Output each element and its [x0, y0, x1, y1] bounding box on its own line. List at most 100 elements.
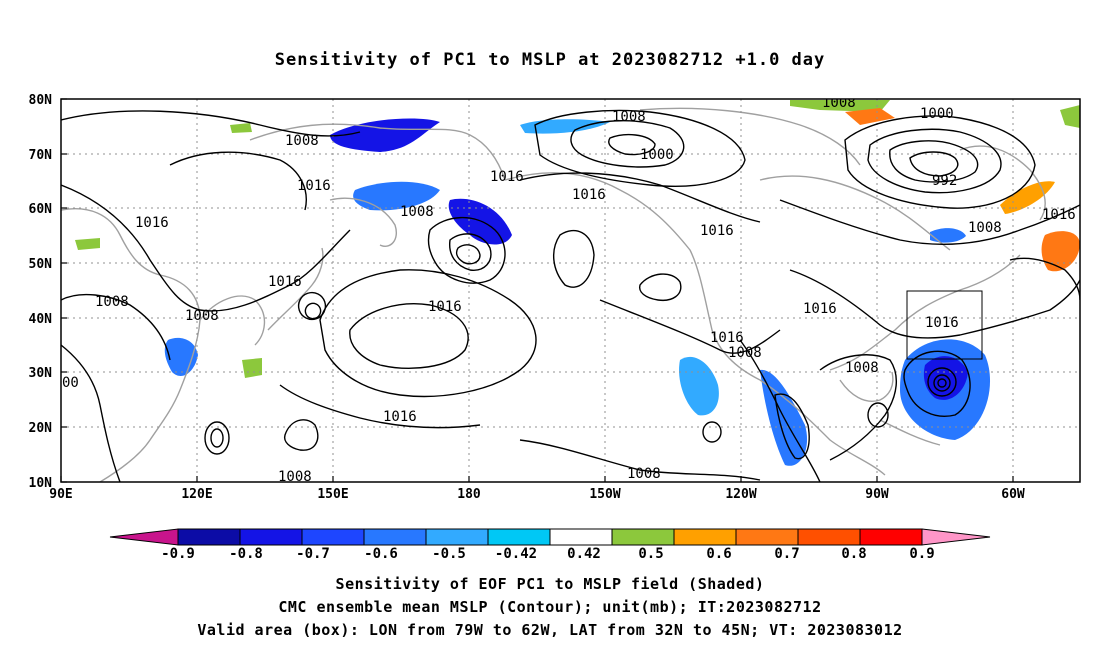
colorbar-tick-label: -0.9 [161, 546, 195, 562]
shade-positive-patch [75, 238, 100, 250]
shade-positive-patch [1000, 181, 1055, 214]
shade-positive-patch [230, 123, 252, 133]
isobar [169, 151, 307, 211]
valid-area-box [906, 290, 983, 360]
isobar [570, 120, 685, 168]
colorbar-tick-label: -0.7 [296, 546, 330, 562]
contour-label: 1008 [822, 95, 856, 111]
colorbar-box [363, 528, 427, 546]
lon-label: 180 [457, 487, 481, 502]
colorbar-tick-label: -0.8 [229, 546, 263, 562]
caption-valid-area: Valid area (box): LON from 79W to 62W, L… [197, 621, 903, 639]
lat-label: 30N [29, 366, 53, 381]
isobar [297, 291, 327, 321]
isobar [599, 299, 781, 354]
isobar [927, 367, 957, 397]
lon-label: 120W [725, 487, 756, 502]
contour-label: 1016 [268, 274, 302, 290]
colorbar-tick-label: -0.5 [432, 546, 466, 562]
kamchatka-coastline [329, 197, 397, 247]
contour-label: 1008 [627, 466, 661, 482]
colorbar-tick-label: 0.7 [774, 546, 799, 562]
shade-positive-patch [845, 108, 895, 125]
contour-label: 1008 [285, 133, 319, 149]
colorbar-box [549, 528, 613, 546]
isobar [789, 269, 1080, 339]
isobar [937, 378, 947, 388]
colorbar-tick-label: -0.42 [495, 546, 537, 562]
siberia-coastline [249, 123, 506, 181]
colorbar-box [673, 528, 737, 546]
contour-label: 1000 [640, 147, 674, 163]
colorbar-tick-label: 0.42 [567, 546, 601, 562]
contour-label: 1016 [297, 178, 331, 194]
isobar [608, 133, 656, 156]
contour-labels: 1008 1016 1008 1016 1016 1008 1016 1008 … [62, 95, 1076, 482]
isobar [61, 344, 121, 482]
contour-label: 1008 [968, 220, 1002, 236]
isobar [534, 109, 746, 187]
isobar [779, 199, 1080, 245]
north-america-west-coastline [504, 172, 761, 381]
contour-label: 1016 [1042, 207, 1076, 223]
contour-label: 1016 [710, 330, 744, 346]
shade-positive-patch [242, 358, 262, 378]
coastlines [61, 107, 1046, 482]
isobar [933, 374, 951, 392]
isobar [519, 172, 761, 223]
lon-label: 90E [49, 487, 72, 502]
shade-positive-patch [1041, 231, 1080, 272]
isobar [210, 428, 224, 448]
shade-negative-patch [448, 198, 512, 245]
colorbar-box [239, 528, 303, 546]
lat-label: 10N [29, 476, 53, 491]
contour-label: 1008 [400, 204, 434, 220]
isobar [455, 244, 481, 265]
isobar [553, 229, 595, 288]
gridlines [61, 99, 1080, 482]
lat-label: 60N [29, 202, 53, 217]
isobar [61, 184, 351, 312]
axis-ticks [60, 98, 1014, 483]
colorbar-box [859, 528, 923, 546]
isobar [739, 339, 821, 482]
isobar [349, 303, 469, 369]
colorbar-box [735, 528, 799, 546]
contour-label: 1016 [700, 223, 734, 239]
isobar [204, 421, 230, 455]
isobar [638, 273, 682, 302]
colorbar-over-triangle [921, 528, 991, 546]
isobar [1009, 257, 1080, 301]
contour-label: 1000 [920, 106, 954, 122]
colorbar-box [301, 528, 365, 546]
lon-label: 90W [865, 487, 889, 502]
colorbar-box [797, 528, 861, 546]
contour-label: 1008 [728, 345, 762, 361]
contour-label: 1016 [572, 187, 606, 203]
shade-positive-patch [790, 100, 890, 112]
canada-coastline [759, 175, 951, 251]
isobar [867, 402, 889, 428]
lat-label: 40N [29, 312, 53, 327]
gulf-coastline [839, 371, 894, 402]
contour-label: 1016 [490, 169, 524, 185]
colorbar-tick-label: 0.8 [841, 546, 866, 562]
shade-negative-patch [930, 228, 966, 243]
colorbar-boxes [177, 528, 923, 546]
central-america-coastline [759, 379, 886, 476]
isobar [279, 384, 481, 429]
contour-label: 00 [62, 375, 79, 391]
arctic-coastline [639, 107, 861, 166]
contour-label: 1016 [135, 215, 169, 231]
north-america-east-coastline [829, 254, 1021, 371]
map-frame [60, 98, 1081, 483]
colorbar-tick-label: -0.6 [364, 546, 398, 562]
greenland-coastline [959, 145, 1046, 221]
shade-negative-patch [679, 356, 719, 416]
contour-label: 1008 [185, 308, 219, 324]
latitude-labels: 80N 70N 60N 50N 40N 30N 20N 10N [29, 93, 53, 491]
isobar [702, 421, 722, 443]
isobar [319, 269, 537, 398]
map-panel: 1008 1016 1008 1016 1016 1008 1016 1008 … [29, 93, 1081, 502]
